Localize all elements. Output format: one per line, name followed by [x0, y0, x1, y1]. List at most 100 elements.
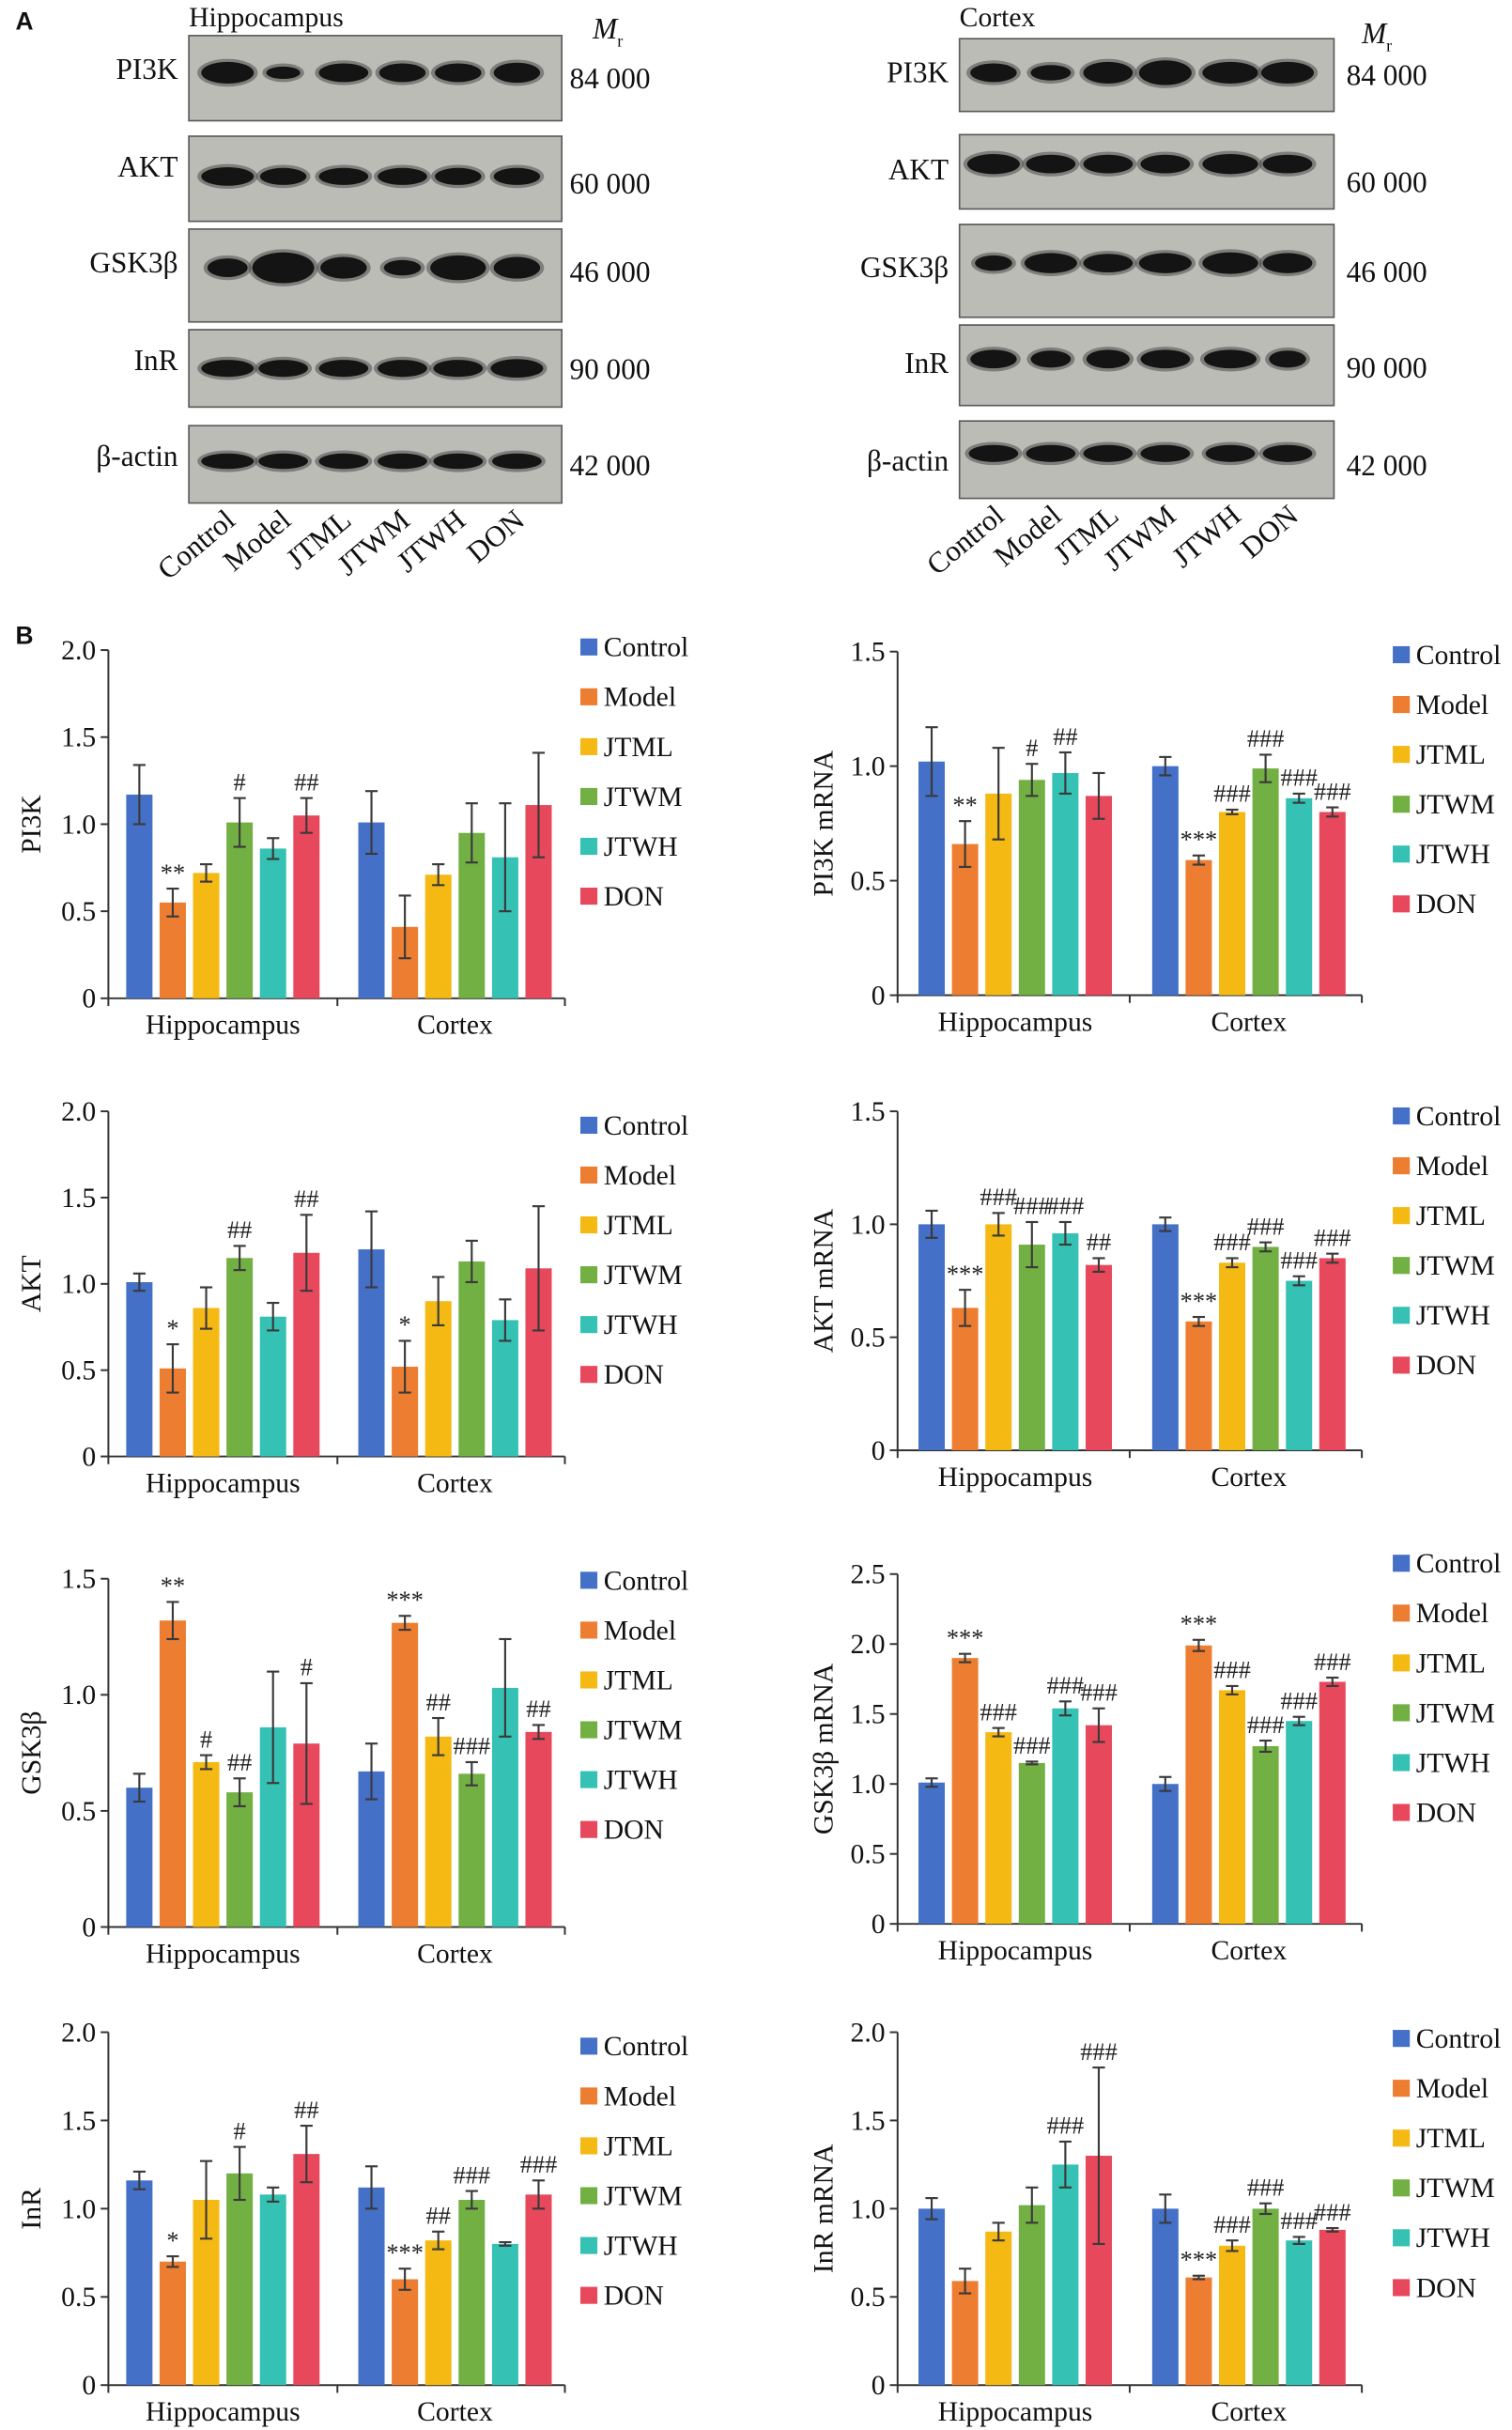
significance-mark: ### — [980, 1698, 1017, 1726]
legend-label-control: Control — [1416, 1549, 1502, 1579]
bar-jtwh-hippocampus — [1052, 772, 1079, 996]
y-tick-label: 0.5 — [61, 2283, 96, 2313]
protein-label: PI3K — [116, 53, 177, 85]
chart-akt-mrna: 0 0.5 1.0 1.5 Hippocampus Cortex AKT mRNA Contr… — [810, 1097, 1502, 1493]
x-tick-label-hippocampus: Hippocampus — [146, 1011, 301, 1041]
significance-mark: ### — [1080, 1679, 1118, 1707]
protein-label: β-actin — [867, 444, 949, 477]
bar-jtwh-cortex — [1286, 797, 1313, 996]
y-tick-label: 2.5 — [851, 1560, 886, 1590]
protein-label: AKT — [117, 150, 177, 183]
chart-akt: 0 0.5 1.0 1.5 2.0 Hippocampus Cortex AKT Control… — [17, 1097, 688, 1498]
significance-mark: * — [399, 1311, 411, 1339]
bar-model-hippocampus — [951, 1658, 979, 1925]
x-tick-label-hippocampus: Hippocampus — [938, 1007, 1093, 1037]
legend-label-control: Control — [1416, 2024, 1502, 2054]
blot-row-pi3k: PI3K 84 000 — [887, 38, 1427, 113]
legend-label-model: Model — [1416, 690, 1489, 720]
bar-jtwm-hippocampus — [1018, 780, 1045, 996]
blot-row-akt: AKT 60 000 — [117, 135, 651, 223]
bar-don-cortex — [525, 1731, 552, 1927]
bar-don-cortex — [1319, 2229, 1346, 2386]
significance-mark: ## — [294, 1185, 318, 1213]
blot-band — [492, 453, 542, 470]
molecular-weight-label: 42 000 — [1347, 449, 1427, 482]
legend-swatch-control — [579, 1116, 598, 1134]
y-tick-label: 1.5 — [851, 1097, 886, 1127]
legend-label-jtwm: JTWM — [604, 1261, 683, 1291]
chart-gsk3beta: 0 0.5 1.0 1.5 Hippocampus Cortex GSK3β Control *… — [17, 1565, 688, 1970]
protein-label: PI3K — [887, 55, 949, 88]
protein-label: InR — [134, 344, 178, 377]
significance-mark: ### — [1247, 725, 1285, 752]
significance-mark: ### — [1280, 765, 1318, 792]
bar-jtml-hippocampus — [985, 2231, 1012, 2386]
legend-label-jtwm: JTWM — [1416, 790, 1495, 820]
bar-control-cortex — [1151, 1224, 1179, 1450]
blot-band — [1138, 60, 1192, 85]
blot-row-inr: InR 90 000 — [904, 324, 1427, 407]
legend-label-control: Control — [1416, 1102, 1502, 1132]
legend-label-jtwh: JTWH — [604, 1765, 678, 1795]
legend-label-don: DON — [604, 2282, 664, 2312]
bar-jtwh-hippocampus — [1052, 1708, 1079, 1925]
blot-row-beta-actin: β-actin 42 000 — [867, 420, 1427, 500]
blot-band — [1202, 252, 1258, 274]
bar-jtwm-cortex — [1252, 1246, 1279, 1450]
blot-band — [201, 61, 255, 84]
legend-swatch-jtwh — [1393, 1307, 1411, 1324]
legend-label-jtwm: JTWM — [604, 782, 683, 813]
significance-mark: ### — [1047, 1672, 1085, 1699]
blot-band — [1202, 153, 1258, 175]
bar-model-cortex — [1185, 859, 1212, 996]
legend-swatch-jtwh — [579, 1771, 598, 1788]
legend-label-jtwm: JTWM — [1416, 1698, 1495, 1728]
legend-label-jtwh: JTWH — [604, 2231, 678, 2261]
blot-band — [490, 359, 544, 379]
blot-band — [1083, 254, 1134, 273]
blot-band — [201, 360, 255, 378]
significance-mark: *** — [1180, 2247, 1218, 2274]
legend-label-model: Model — [604, 683, 676, 713]
bar-jtwh-hippocampus — [259, 1316, 286, 1457]
legend-label-don: DON — [604, 1360, 664, 1390]
y-tick-label: 0.5 — [61, 1797, 96, 1827]
bar-model-hippocampus — [951, 844, 979, 996]
x-tick-label-cortex: Cortex — [1211, 2397, 1287, 2427]
y-tick-label: 1.0 — [851, 1770, 886, 1800]
significance-mark: ### — [1013, 1732, 1051, 1759]
molecular-weight-label: 60 000 — [1347, 165, 1427, 198]
legend-swatch-jtwh — [1393, 845, 1411, 863]
y-tick-label: 0.5 — [851, 866, 886, 896]
bar-model-hippocampus — [951, 2281, 979, 2386]
legend-label-jtwm: JTWM — [1416, 2174, 1495, 2204]
x-tick-label-cortex: Cortex — [1211, 1007, 1287, 1037]
bar-control-hippocampus — [126, 794, 153, 998]
molecular-weight-label: 84 000 — [569, 62, 650, 95]
legend-label-model: Model — [1416, 2074, 1489, 2104]
significance-mark: ## — [426, 2203, 451, 2230]
blot-band — [493, 256, 541, 279]
significance-mark: ### — [1013, 1193, 1051, 1220]
legend-swatch-jtwm — [579, 1266, 598, 1284]
blot-row-akt: AKT 60 000 — [888, 133, 1427, 210]
legend-label-control: Control — [604, 2032, 689, 2062]
lane-label-jtwh: JTWH — [1165, 499, 1246, 574]
x-tick-label-cortex: Cortex — [1211, 1463, 1287, 1493]
molecular-weight-label: 60 000 — [569, 167, 650, 200]
y-tick-label: 1.5 — [851, 1700, 886, 1730]
blot-band — [1140, 349, 1191, 369]
x-tick-label-hippocampus: Hippocampus — [146, 1468, 301, 1498]
significance-mark: ### — [1280, 1687, 1318, 1714]
blot-band — [1262, 154, 1313, 174]
panel-a-label: A — [16, 7, 34, 35]
panel-b-label: B — [16, 621, 34, 649]
bar-model-cortex — [1185, 2277, 1212, 2386]
legend-label-jtwh: JTWH — [1416, 1748, 1490, 1778]
legend-swatch-model — [1393, 696, 1411, 714]
y-tick-label: 1.5 — [61, 2106, 96, 2136]
blot-band — [1204, 349, 1257, 369]
y-tick-label: 1.0 — [61, 1680, 96, 1710]
blot-band — [1024, 253, 1077, 273]
blot-band — [1262, 253, 1313, 273]
